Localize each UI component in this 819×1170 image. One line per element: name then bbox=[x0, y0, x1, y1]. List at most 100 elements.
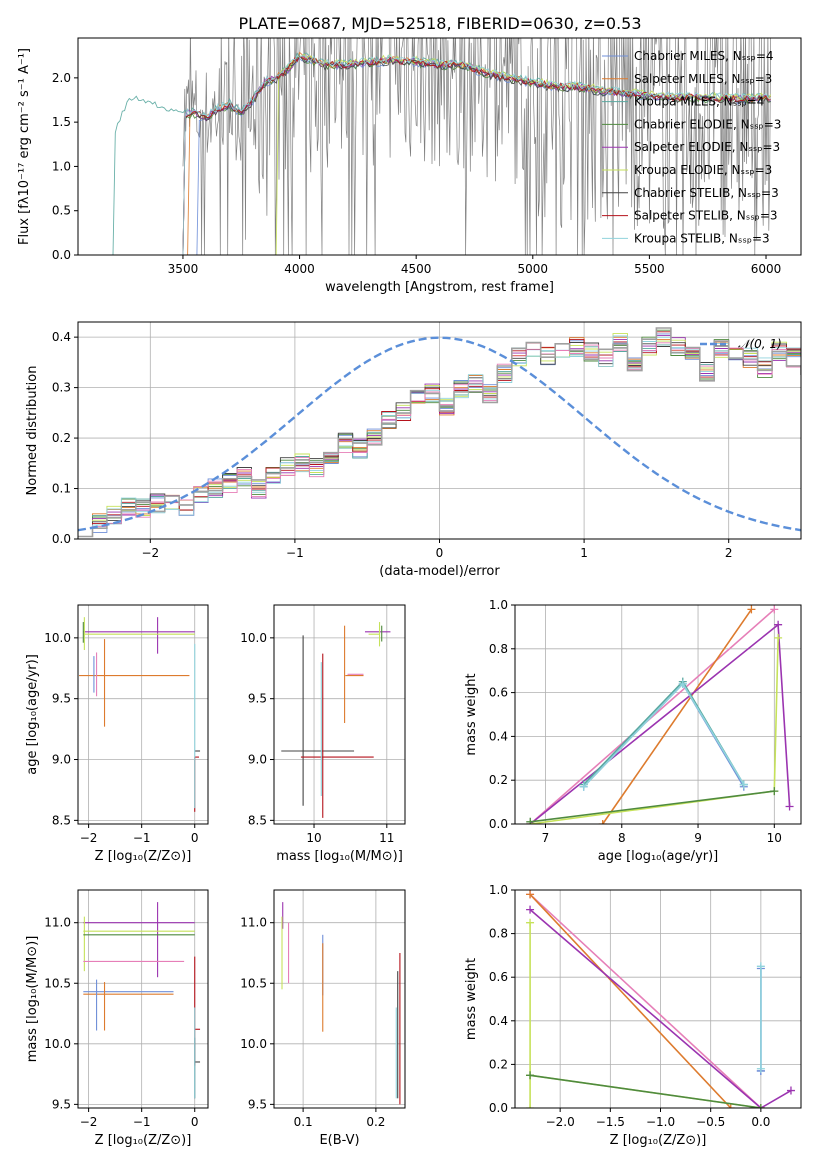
plot-area bbox=[526, 605, 794, 824]
x-tick-label: −2 bbox=[141, 546, 159, 560]
x-tick-label: −1 bbox=[133, 831, 151, 845]
y-tick-label: 0.4 bbox=[489, 729, 508, 743]
x-tick-label: 2 bbox=[725, 546, 733, 560]
y-tick-label: 0.1 bbox=[52, 482, 71, 496]
histogram-9 bbox=[78, 342, 801, 537]
series-marker bbox=[770, 605, 779, 614]
x-tick-label: 0 bbox=[191, 831, 199, 845]
axes-frame bbox=[514, 604, 802, 825]
axes-frame bbox=[273, 604, 406, 825]
x-tick-label: 0 bbox=[436, 546, 444, 560]
legend-label: Kroupa MILES, Nₛₛₚ=4 bbox=[634, 95, 764, 109]
observed-spectrum bbox=[182, 38, 771, 255]
y-tick-label: 10.0 bbox=[44, 1037, 71, 1051]
chart-weight-vs-Z: −2.0 −1.5 −1.0 −0.5 0.0 0.0 0.2 0.4 0.6 0.8 1.0 Z [… bbox=[464, 883, 802, 1148]
axes-frame bbox=[77, 889, 209, 1109]
y-axis-label: Flux [fλ10⁻¹⁷ erg cm⁻² s⁻¹ A⁻¹] bbox=[17, 48, 32, 245]
y-tick-label: 9.0 bbox=[248, 753, 267, 767]
legend-label: Chabrier ELODIE, Nₛₛₚ=3 bbox=[634, 117, 781, 131]
series-marker bbox=[526, 1071, 535, 1080]
series-line-2 bbox=[529, 908, 792, 1108]
series-marker bbox=[774, 633, 783, 642]
y-axis-label: age [log₁₀(age/yr)] bbox=[25, 654, 40, 775]
legend-label: 𝒩(0, 1) bbox=[738, 337, 782, 351]
y-tick-label: 9.5 bbox=[52, 1097, 71, 1111]
y-tick-label: 9.0 bbox=[52, 753, 71, 767]
y-tick-label: 1.5 bbox=[52, 115, 71, 129]
x-tick-label: 0 bbox=[191, 1115, 199, 1129]
x-tick-label: −1.0 bbox=[646, 1115, 675, 1129]
axes-frame bbox=[77, 37, 802, 256]
series-marker bbox=[786, 1086, 795, 1095]
plot-area bbox=[112, 38, 772, 255]
y-tick-label: 1.0 bbox=[489, 883, 508, 897]
y-tick-label: 0.2 bbox=[489, 773, 508, 787]
y-tick-label: 0.0 bbox=[52, 248, 71, 262]
series-line-4 bbox=[529, 1074, 762, 1108]
x-axis-label: E(B-V) bbox=[319, 1133, 359, 1148]
series-line-6 bbox=[583, 680, 745, 786]
y-tick-label: 0.8 bbox=[489, 927, 508, 941]
y-tick-label: 10.5 bbox=[240, 976, 267, 990]
axes-frame bbox=[514, 889, 802, 1109]
series-line-4 bbox=[530, 790, 775, 823]
series-line-0 bbox=[529, 608, 775, 824]
y-tick-label: 0.0 bbox=[489, 1101, 508, 1115]
chart-residuals: −2 −1 0 1 2 0.0 0.1 0.2 0.3 0.4 (data-model)/error… bbox=[25, 321, 802, 579]
y-tick-label: 8.5 bbox=[52, 813, 71, 827]
grid bbox=[274, 890, 405, 1108]
y-tick-label: 0.0 bbox=[52, 532, 71, 546]
legend-label: Chabrier STELIB, Nₛₛₚ=3 bbox=[634, 186, 779, 200]
chart-age-vs-Z: −2 −1 0 8.5 9.0 9.5 10.0 Z [log₁₀(Z/Z⊙)] age [lo… bbox=[25, 604, 209, 864]
x-tick-label: −2 bbox=[80, 1115, 98, 1129]
y-tick-label: 2.0 bbox=[52, 71, 71, 85]
series-marker bbox=[747, 605, 756, 614]
series-line-0 bbox=[529, 893, 762, 1108]
y-tick-label: 9.5 bbox=[52, 692, 71, 706]
chart-mass-vs-EBV: 0.1 0.2 9.5 10.0 10.5 11.0 E(B-V) bbox=[240, 889, 406, 1148]
y-tick-label: 10.0 bbox=[240, 1037, 267, 1051]
y-tick-label: 0.0 bbox=[489, 817, 508, 831]
x-axis-label: wavelength [Angstrom, rest frame] bbox=[325, 280, 554, 295]
x-axis-label: (data-model)/error bbox=[379, 564, 500, 579]
legend-label: Salpeter STELIB, Nₛₛₚ=3 bbox=[634, 209, 778, 223]
x-tick-label: 3500 bbox=[168, 262, 199, 276]
series-marker bbox=[756, 962, 765, 971]
series-marker bbox=[756, 1104, 765, 1108]
y-tick-label: 11.0 bbox=[44, 916, 71, 930]
x-tick-label: 10 bbox=[306, 831, 321, 845]
x-tick-label: 8 bbox=[618, 831, 626, 845]
y-tick-label: 10.0 bbox=[240, 631, 267, 645]
x-axis-label: Z [log₁₀(Z/Z⊙)] bbox=[610, 1133, 707, 1148]
legend-label: Salpeter MILES, Nₛₛₚ=3 bbox=[634, 72, 772, 86]
y-axis-label: Normed distribution bbox=[25, 366, 40, 496]
series-marker bbox=[770, 787, 779, 796]
histogram-7 bbox=[78, 331, 801, 537]
plot-area bbox=[281, 622, 391, 818]
series-line-1 bbox=[529, 893, 732, 1108]
x-tick-label: −1 bbox=[286, 546, 304, 560]
y-axis-label: mass weight bbox=[464, 673, 479, 755]
y-tick-label: 1.0 bbox=[52, 159, 71, 173]
plot-area bbox=[281, 902, 401, 1105]
x-axis-label: mass [log₁₀(M/M⊙)] bbox=[276, 849, 403, 864]
y-tick-label: 0.6 bbox=[489, 970, 508, 984]
series-marker bbox=[756, 1064, 765, 1073]
x-tick-label: −2.0 bbox=[546, 1115, 575, 1129]
y-tick-label: 9.5 bbox=[248, 692, 267, 706]
series-marker bbox=[739, 780, 748, 789]
x-tick-label: −1.5 bbox=[596, 1115, 625, 1129]
y-tick-label: 1.0 bbox=[489, 598, 508, 612]
y-tick-label: 0.2 bbox=[52, 431, 71, 445]
histogram-1 bbox=[78, 336, 801, 537]
legend-label: Chabrier MILES, Nₛₛₚ=4 bbox=[634, 49, 774, 63]
series-marker bbox=[526, 905, 535, 914]
x-axis-label: Z [log₁₀(Z/Z⊙)] bbox=[95, 849, 192, 864]
histogram-10 bbox=[78, 327, 801, 538]
y-tick-label: 10.0 bbox=[44, 631, 71, 645]
x-tick-label: −0.5 bbox=[696, 1115, 725, 1129]
x-tick-label: 4000 bbox=[284, 262, 315, 276]
axes-frame bbox=[77, 321, 802, 540]
y-tick-label: 0.8 bbox=[489, 642, 508, 656]
x-axis-label: age [log₁₀(age/yr)] bbox=[598, 849, 719, 864]
